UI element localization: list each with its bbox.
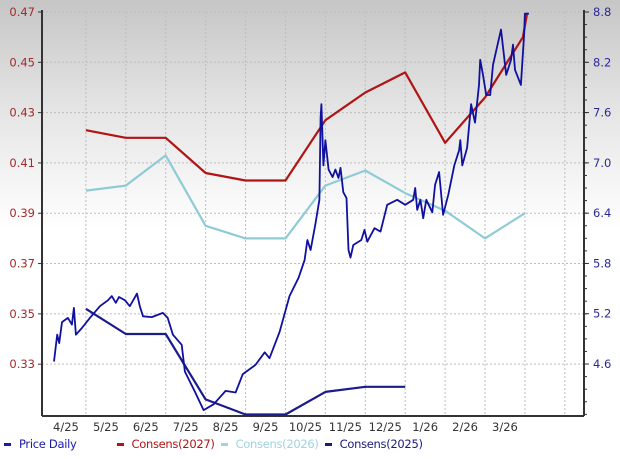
legend-swatch xyxy=(220,442,228,446)
legend-item-consens-2027[interactable]: Consens(2027) xyxy=(116,437,215,451)
left-tick-label: 0.47 xyxy=(9,5,35,19)
x-tick-label: 4/25 xyxy=(53,420,79,434)
right-tick-label: 7.0 xyxy=(593,156,611,170)
right-tick-label: 5.8 xyxy=(593,256,611,270)
left-tick-label: 0.41 xyxy=(9,156,35,170)
left-tick-label: 0.37 xyxy=(9,257,35,271)
legend-item-price-daily[interactable]: Price Daily xyxy=(4,437,77,451)
x-tick-label: 1/26 xyxy=(412,420,438,434)
left-tick-label: 0.35 xyxy=(9,307,35,321)
right-tick-label: 6.4 xyxy=(593,206,611,220)
left-tick-label: 0.45 xyxy=(9,55,35,69)
series-line-price-daily xyxy=(53,12,529,412)
left-tick-label: 0.39 xyxy=(9,206,35,220)
right-tick-label: 8.8 xyxy=(593,5,611,19)
left-tick-label: 0.43 xyxy=(9,106,35,120)
right-tick-label: 5.2 xyxy=(593,307,611,321)
legend-item-consens-2025[interactable]: Consens(2025) xyxy=(324,437,423,451)
x-tick-label: 6/25 xyxy=(133,420,159,434)
legend-swatch xyxy=(116,442,124,446)
x-tick-label: 5/25 xyxy=(93,420,119,434)
x-tick-label: 12/25 xyxy=(369,420,402,434)
x-tick-label: 7/25 xyxy=(173,420,199,434)
legend-label: Consens(2027) xyxy=(131,437,215,451)
x-tick-label: 10/25 xyxy=(289,420,322,434)
series-line-consens-2025 xyxy=(85,307,406,416)
left-tick-label: 0.33 xyxy=(9,357,35,371)
legend-item-consens-2026[interactable]: Consens(2026) xyxy=(220,437,319,451)
x-tick-label: 8/25 xyxy=(213,420,239,434)
legend-swatch xyxy=(324,442,332,446)
legend-label: Consens(2025) xyxy=(339,437,423,451)
series-line-consens-2027 xyxy=(85,14,528,182)
legend: Price Daily Consens(2027) Consens(2026) … xyxy=(4,437,437,451)
right-tick-label: 4.6 xyxy=(593,357,611,371)
right-tick-label: 7.6 xyxy=(593,106,611,120)
x-tick-label: 9/25 xyxy=(253,420,279,434)
right-tick-label: 8.2 xyxy=(593,55,611,69)
legend-label: Consens(2026) xyxy=(235,437,319,451)
legend-swatch xyxy=(4,442,11,446)
series-line-consens-2026 xyxy=(85,154,526,240)
x-tick-label: 11/25 xyxy=(329,420,362,434)
x-tick-label: 2/26 xyxy=(452,420,478,434)
x-tick-label: 3/26 xyxy=(492,420,518,434)
legend-label: Price Daily xyxy=(19,437,77,451)
